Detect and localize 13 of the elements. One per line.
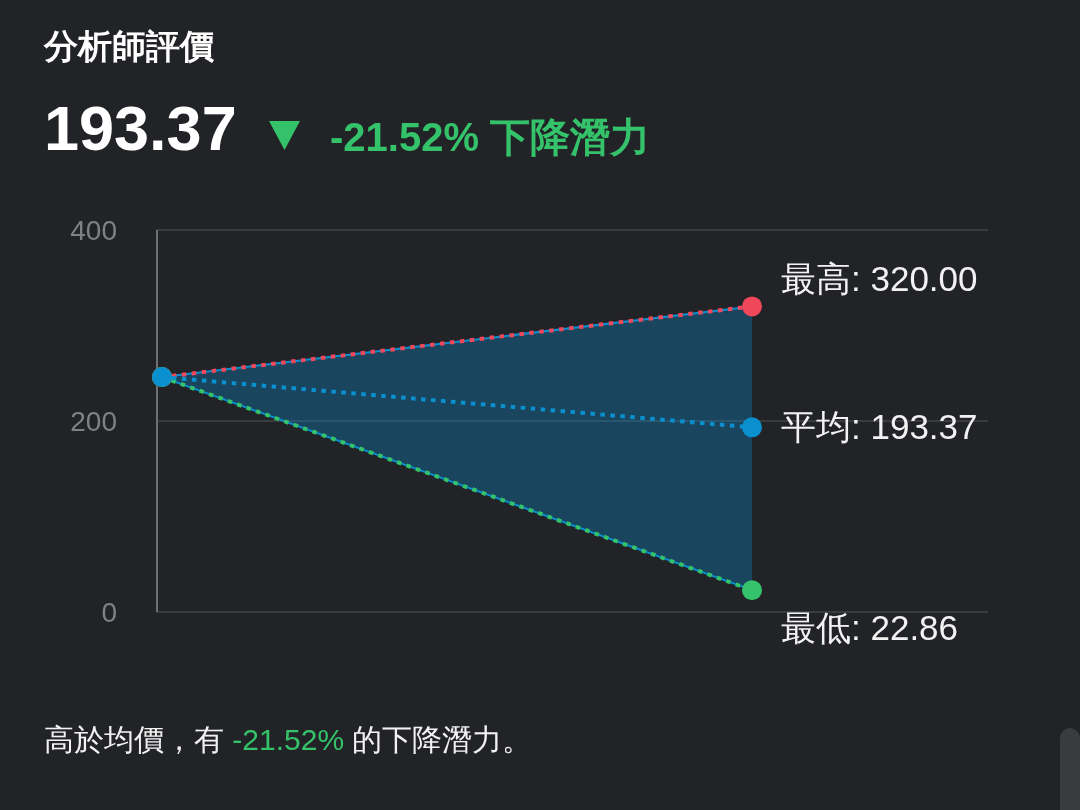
point <box>742 417 762 438</box>
y-tick-label: 400 <box>70 214 117 246</box>
text: 高於均價，有 -21.52% 的下降潛力。 <box>44 723 533 756</box>
chart-subtitle: 193.37 <box>44 93 237 163</box>
y-tick-label: 200 <box>70 405 117 437</box>
point <box>742 296 762 317</box>
chart-title: 分析師評價 <box>43 27 214 65</box>
text: -21.52% 下降潛力 <box>330 115 651 159</box>
data-label: 最高: 320.00 <box>781 259 978 299</box>
y-tick-label: 0 <box>101 596 117 628</box>
data-label: 平均: 193.37 <box>781 407 978 447</box>
point <box>742 580 762 601</box>
data-label: 最低: 22.86 <box>781 608 959 648</box>
